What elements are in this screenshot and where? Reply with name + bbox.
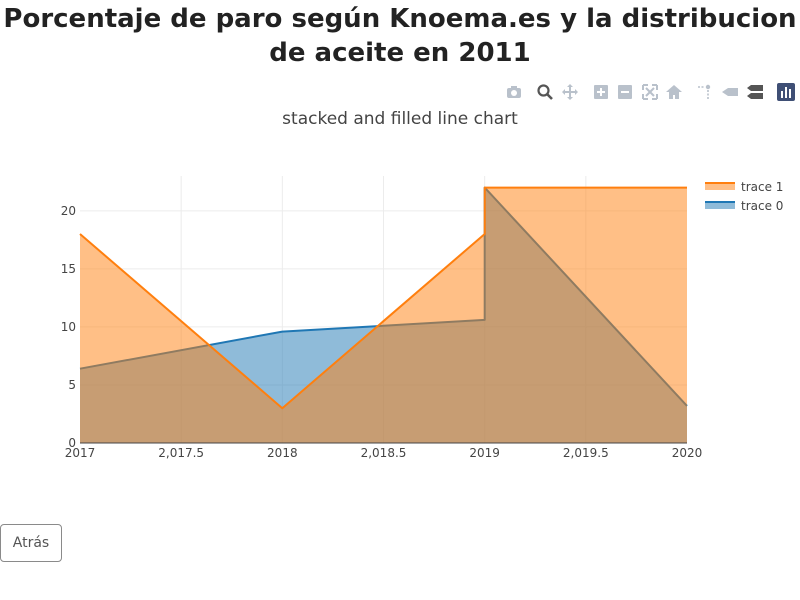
x-tick-label: 2020: [672, 446, 703, 460]
y-tick-label: 15: [61, 262, 76, 276]
x-tick-label: 2019: [469, 446, 500, 460]
zoom-icon[interactable]: [535, 82, 555, 102]
x-tick-label: 2,019.5: [563, 446, 609, 460]
zoom-out-icon[interactable]: [615, 82, 635, 102]
camera-icon[interactable]: [504, 82, 524, 102]
series-fill-trace-1: [80, 187, 687, 443]
reset-axes-icon[interactable]: [664, 82, 684, 102]
y-tick-label: 0: [68, 436, 76, 450]
zoom-in-icon[interactable]: [591, 82, 611, 102]
series-line-trace-1[interactable]: [79, 186, 687, 410]
y-tick-label: 5: [68, 378, 76, 392]
legend-swatch-trace-0[interactable]: [705, 202, 735, 209]
x-tick-label: 2018: [267, 446, 298, 460]
spike-lines-icon[interactable]: [694, 82, 714, 102]
y-tick-label: 10: [61, 320, 76, 334]
hover-closest-icon[interactable]: [720, 82, 740, 102]
back-button[interactable]: Atrás: [0, 524, 62, 562]
legend-label-trace-0[interactable]: trace 0: [741, 199, 783, 213]
x-tick-label: 2,018.5: [361, 446, 407, 460]
chart-title: stacked and filled line chart: [282, 109, 518, 129]
chart: stacked and filled line chart 2017 2,017.…: [61, 109, 784, 460]
modebar: [500, 82, 800, 102]
axes: 2017 2,017.5 2018 2,018.5 2019 2,019.5 2020 0 5 1…: [61, 204, 703, 460]
legend-label-trace-1[interactable]: trace 1: [741, 180, 783, 194]
legend[interactable]: trace 1 trace 0: [705, 180, 783, 213]
x-tick-label: 2,017.5: [158, 446, 204, 460]
page-title: Porcentaje de paro según Knoema.es y la …: [3, 4, 797, 68]
legend-swatch-trace-1[interactable]: [705, 183, 735, 190]
autoscale-icon[interactable]: [640, 82, 660, 102]
plot-area[interactable]: [79, 186, 688, 443]
y-tick-label: 20: [61, 204, 76, 218]
hover-compare-icon[interactable]: [745, 82, 765, 102]
plotly-logo-icon[interactable]: [776, 82, 796, 102]
x-tick-label: 2017: [65, 446, 96, 460]
pan-icon[interactable]: [560, 82, 580, 102]
